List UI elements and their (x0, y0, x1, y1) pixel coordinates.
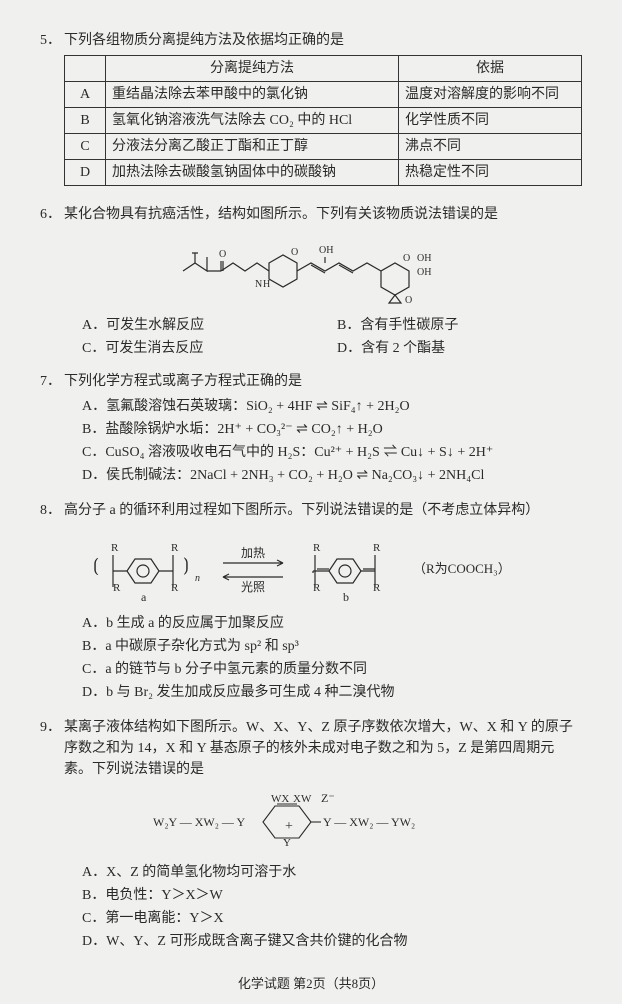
question-8: 8． 高分子 a 的循环利用过程如下图所示。下列说法错误的是（不考虑立体异构） … (40, 500, 582, 705)
q5-th-1: 分离提纯方法 (106, 56, 399, 82)
svg-text:W₂Y — XW₂ — Y: W₂Y — XW₂ — Y (153, 815, 245, 829)
q7-opt-c: C．CuSO₄ 溶液吸收电石气中的 H₂S：Cu²⁺ + H₂S ⇌ Cu↓ +… (82, 442, 582, 463)
svg-text:R: R (111, 542, 119, 554)
q5-r3c2: 热稳定性不同 (399, 160, 582, 186)
q6-number: 6． (40, 204, 64, 359)
svg-text:R: R (373, 582, 381, 594)
q8-stem: 高分子 a 的循环利用过程如下图所示。下列说法错误的是（不考虑立体异构） (64, 500, 582, 521)
q7-number: 7． (40, 371, 64, 488)
svg-text:O: O (405, 295, 412, 306)
q8-opt-a: A．b 生成 a 的反应属于加聚反应 (82, 613, 582, 634)
q5-stem-row: 5． 下列各组物质分离提纯方法及依据均正确的是 分离提纯方法 依据 A重结晶法除… (40, 30, 582, 192)
svg-text:OH: OH (417, 267, 431, 278)
q8-opt-b: B．a 中碳原子杂化方式为 sp² 和 sp³ (82, 636, 582, 657)
svg-text:O: O (403, 253, 410, 264)
question-7: 7． 下列化学方程式或离子方程式正确的是 A．氢氟酸溶蚀石英玻璃：SiO₂ + … (40, 371, 582, 488)
arrow-bottom-label: 光照 (241, 580, 265, 594)
q8-scheme-diagram: ⟮ R R ⟯ n R R a (64, 527, 582, 607)
page-footer: 化学试题 第2页（共8页） (40, 974, 582, 994)
q5-r2c0: C (65, 134, 106, 160)
q5-stem: 下列各组物质分离提纯方法及依据均正确的是 (64, 30, 582, 51)
svg-text:R: R (313, 582, 321, 594)
q6-opt-d: D．含有 2 个酯基 (337, 338, 582, 359)
svg-text:XW: XW (293, 793, 312, 805)
svg-text:R: R (171, 542, 179, 554)
svg-text:OH: OH (417, 253, 431, 264)
svg-text:a: a (141, 590, 147, 604)
q9-structure-diagram: W₂Y — XW₂ — Y WX XW Y + Y — XW₂ — YW₂ Z⁻ (64, 786, 582, 856)
q5-r0c0: A (65, 82, 106, 108)
svg-text:b: b (343, 590, 349, 604)
svg-text:Z⁻: Z⁻ (321, 791, 335, 805)
svg-text:Y: Y (283, 837, 291, 849)
q9-opt-a: A．X、Z 的简单氢化物均可溶于水 (82, 862, 582, 883)
svg-text:R: R (171, 582, 179, 594)
svg-text:Y — XW₂ — YW₂: Y — XW₂ — YW₂ (323, 815, 415, 829)
svg-text:n: n (195, 573, 200, 584)
q5-r1c0: B (65, 108, 106, 134)
q8-number: 8． (40, 500, 64, 705)
q5-r1c2: 化学性质不同 (399, 108, 582, 134)
svg-text:N: N (255, 279, 262, 290)
svg-text:H: H (263, 279, 270, 290)
q9-opt-b: B．电负性：Y＞X＞W (82, 885, 582, 906)
q6-options: A．可发生水解反应 B．含有手性碳原子 C．可发生消去反应 D．含有 2 个酯基 (82, 315, 582, 359)
q5-th-0 (65, 56, 106, 82)
question-9: 9． 某离子液体结构如下图所示。W、X、Y、Z 原子序数依次增大，W、X 和 Y… (40, 717, 582, 954)
q7-opt-a: A．氢氟酸溶蚀石英玻璃：SiO₂ + 4HF ⇌ SiF₄↑ + 2H₂O (82, 396, 582, 417)
q5-r0c1: 重结晶法除去苯甲酸中的氯化钠 (106, 82, 399, 108)
svg-text:⟯: ⟯ (183, 555, 189, 575)
q8-options: A．b 生成 a 的反应属于加聚反应 B．a 中碳原子杂化方式为 sp² 和 s… (82, 613, 582, 703)
svg-text:⟮: ⟮ (93, 555, 99, 575)
q5-th-2: 依据 (399, 56, 582, 82)
q8-opt-c: C．a 的链节与 b 分子中氢元素的质量分数不同 (82, 659, 582, 680)
q9-opt-c: C．第一电离能：Y＞X (82, 908, 582, 929)
svg-text:+: + (285, 819, 293, 834)
q7-opt-b: B．盐酸除锅炉水垢：2H⁺ + CO₃²⁻ ⇌ CO₂↑ + H₂O (82, 419, 582, 440)
svg-text:R: R (313, 542, 321, 554)
q5-table: 分离提纯方法 依据 A重结晶法除去苯甲酸中的氯化钠温度对溶解度的影响不同 B氢氧… (64, 55, 582, 186)
svg-text:R: R (113, 582, 121, 594)
q6-opt-a: A．可发生水解反应 (82, 315, 327, 336)
svg-text:R: R (373, 542, 381, 554)
arrow-top-label: 加热 (241, 546, 265, 560)
q6-structure-diagram: O H N O OH (64, 231, 582, 309)
svg-text:（R为COOCH₃）: （R为COOCH₃） (413, 561, 511, 576)
q5-r2c1: 分液法分离乙酸正丁酯和正丁醇 (106, 134, 399, 160)
question-5: 5． 下列各组物质分离提纯方法及依据均正确的是 分离提纯方法 依据 A重结晶法除… (40, 30, 582, 192)
svg-text:O: O (291, 247, 298, 258)
q5-r1c1: 氢氧化钠溶液洗气法除去 CO₂ 中的 HCl (106, 108, 399, 134)
q6-opt-b: B．含有手性碳原子 (337, 315, 582, 336)
q6-stem: 某化合物具有抗癌活性，结构如图所示。下列有关该物质说法错误的是 (64, 204, 582, 225)
q5-body: 下列各组物质分离提纯方法及依据均正确的是 分离提纯方法 依据 A重结晶法除去苯甲… (64, 30, 582, 192)
q5-r3c1: 加热法除去碳酸氢钠固体中的碳酸钠 (106, 160, 399, 186)
q5-number: 5． (40, 30, 64, 192)
q9-number: 9． (40, 717, 64, 954)
q7-options: A．氢氟酸溶蚀石英玻璃：SiO₂ + 4HF ⇌ SiF₄↑ + 2H₂O B．… (82, 396, 582, 486)
q5-r0c2: 温度对溶解度的影响不同 (399, 82, 582, 108)
q5-r3c0: D (65, 160, 106, 186)
q8-opt-d: D．b 与 Br₂ 发生加成反应最多可生成 4 种二溴代物 (82, 682, 582, 703)
q7-stem: 下列化学方程式或离子方程式正确的是 (64, 371, 582, 392)
q9-options: A．X、Z 的简单氢化物均可溶于水 B．电负性：Y＞X＞W C．第一电离能：Y＞… (82, 862, 582, 952)
svg-text:O: O (219, 249, 226, 260)
q6-opt-c: C．可发生消去反应 (82, 338, 327, 359)
q9-stem: 某离子液体结构如下图所示。W、X、Y、Z 原子序数依次增大，W、X 和 Y 的原… (64, 717, 582, 780)
question-6: 6． 某化合物具有抗癌活性，结构如图所示。下列有关该物质说法错误的是 O H N (40, 204, 582, 359)
q9-opt-d: D．W、Y、Z 可形成既含离子键又含共价键的化合物 (82, 931, 582, 952)
svg-text:WX: WX (271, 793, 289, 805)
q7-opt-d: D．侯氏制碱法：2NaCl + 2NH₃ + CO₂ + H₂O ⇌ Na₂CO… (82, 465, 582, 486)
svg-text:OH: OH (319, 245, 333, 256)
q5-r2c2: 沸点不同 (399, 134, 582, 160)
